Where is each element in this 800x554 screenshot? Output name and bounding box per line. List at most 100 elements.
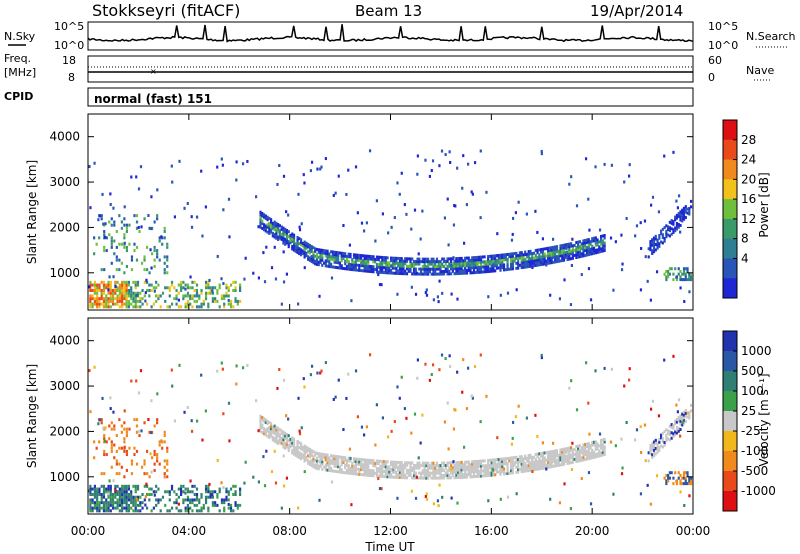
- velocity-cell: [601, 448, 604, 452]
- power-cell: [386, 271, 389, 275]
- power-cell: [195, 305, 199, 309]
- power-cell: [133, 242, 136, 246]
- power-cell: [337, 261, 340, 265]
- velocity-cell: [103, 434, 106, 438]
- velocity-cell: [409, 461, 412, 465]
- velocity-cell: [170, 487, 174, 491]
- velocity-cell: [437, 504, 440, 508]
- velocity-cell: [603, 438, 606, 442]
- velocity-cell: [303, 449, 306, 453]
- velocity-cell: [103, 449, 106, 453]
- power-cell: [125, 245, 129, 249]
- power-cell: [603, 162, 606, 166]
- velocity-cell: [452, 460, 455, 464]
- velocity-cell: [495, 470, 499, 474]
- power-cell: [116, 288, 119, 292]
- power-cell: [456, 297, 459, 301]
- velocity-cell: [238, 503, 242, 507]
- power-cell: [356, 263, 359, 267]
- velocity-cell: [444, 357, 447, 361]
- power-cell: [115, 230, 118, 234]
- power-cell: [397, 261, 400, 265]
- velocity-cell: [672, 482, 675, 486]
- velocity-cell: [338, 470, 342, 474]
- power-cell: [515, 254, 518, 258]
- velocity-cell: [367, 461, 370, 465]
- velocity-cell: [591, 441, 594, 445]
- colorbar-segment: [723, 278, 737, 299]
- power-cell: [132, 305, 135, 309]
- velocity-cell: [580, 448, 583, 452]
- velocity-cell: [532, 463, 536, 467]
- power-cell: [132, 297, 135, 301]
- power-cell: [143, 268, 146, 272]
- power-cell: [531, 266, 534, 270]
- power-cell: [689, 275, 693, 279]
- power-cell: [414, 260, 417, 264]
- velocity-cell: [368, 471, 372, 475]
- power-cell: [400, 259, 403, 263]
- velocity-cell: [268, 420, 271, 424]
- power-cell: [656, 246, 659, 250]
- power-cell: [300, 243, 303, 247]
- velocity-cell: [303, 470, 306, 474]
- power-cell: [102, 291, 106, 295]
- velocity-cell: [517, 465, 520, 469]
- velocity-cell: [291, 441, 294, 445]
- velocity-cell: [414, 474, 417, 478]
- velocity-cell: [123, 492, 126, 496]
- velocity-cell: [134, 506, 137, 510]
- velocity-cell: [393, 460, 396, 464]
- velocity-cell: [682, 476, 686, 480]
- velocity-cell: [476, 472, 479, 476]
- velocity-cell: [404, 461, 407, 465]
- velocity-cell: [462, 468, 465, 472]
- velocity-cell: [118, 462, 121, 466]
- power-cell: [423, 272, 426, 276]
- velocity-cell: [400, 473, 403, 477]
- power-cell: [143, 294, 146, 298]
- power-cell: [114, 302, 117, 306]
- power-cell: [89, 294, 92, 298]
- velocity-cell: [190, 419, 193, 423]
- power-cell: [170, 280, 174, 284]
- velocity-cell: [670, 436, 673, 440]
- velocity-cell: [582, 453, 585, 457]
- velocity-cell: [170, 484, 174, 488]
- power-cell: [518, 256, 522, 260]
- velocity-cell: [682, 413, 686, 417]
- power-cell: [280, 237, 283, 241]
- power-cell: [431, 159, 435, 163]
- velocity-cell: [439, 466, 442, 470]
- power-cell: [163, 255, 166, 259]
- power-cell: [319, 258, 322, 262]
- velocity-cell: [305, 455, 308, 459]
- velocity-cell: [118, 503, 121, 507]
- power-cell: [601, 241, 604, 245]
- power-cell: [471, 266, 474, 270]
- power-cell: [118, 268, 121, 272]
- velocity-cell: [397, 465, 400, 469]
- power-cell: [472, 266, 476, 270]
- power-cell: [396, 292, 399, 296]
- velocity-cell: [349, 459, 352, 463]
- velocity-cell: [509, 464, 513, 468]
- velocity-cell: [195, 419, 199, 423]
- power-cell: [207, 280, 210, 284]
- velocity-cell: [273, 439, 276, 443]
- power-cell: [511, 252, 514, 256]
- power-cell: [93, 161, 96, 165]
- power-cell: [229, 299, 233, 303]
- power-cell: [449, 160, 452, 164]
- velocity-cell: [123, 487, 126, 491]
- power-cell: [545, 263, 548, 267]
- power-cell: [391, 261, 394, 265]
- velocity-cell: [312, 457, 315, 461]
- velocity-cell: [102, 426, 105, 430]
- velocity-cell: [335, 460, 338, 464]
- velocity-cell: [110, 440, 113, 444]
- power-cell: [407, 264, 410, 268]
- power-cell: [547, 249, 550, 253]
- power-cell: [476, 270, 479, 274]
- velocity-cell: [418, 466, 421, 470]
